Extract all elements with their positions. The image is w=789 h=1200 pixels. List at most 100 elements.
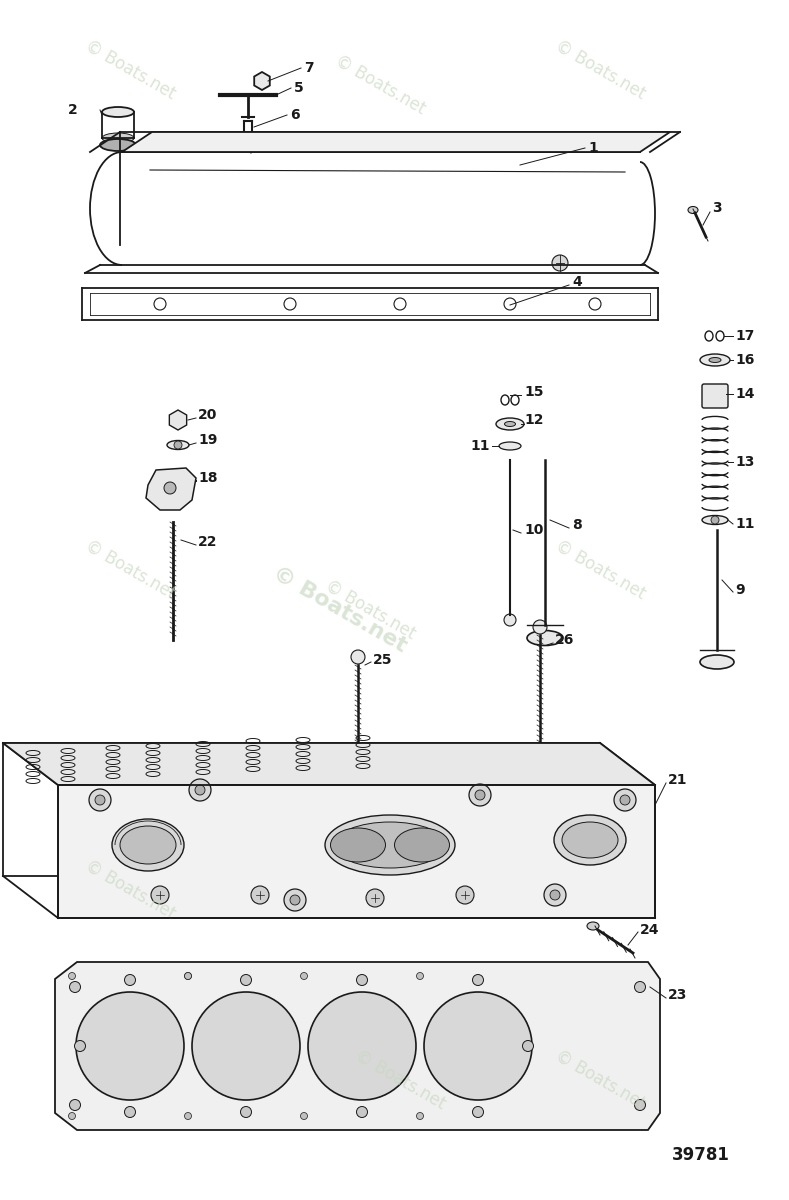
Text: 15: 15 xyxy=(524,385,544,398)
Ellipse shape xyxy=(688,206,698,214)
Text: 25: 25 xyxy=(373,653,392,667)
Text: © Boats.net: © Boats.net xyxy=(352,1046,448,1114)
Circle shape xyxy=(308,992,416,1100)
Ellipse shape xyxy=(554,815,626,865)
Text: 4: 4 xyxy=(572,275,581,289)
Text: 18: 18 xyxy=(198,470,218,485)
Circle shape xyxy=(76,992,184,1100)
Polygon shape xyxy=(58,785,655,918)
Circle shape xyxy=(284,889,306,911)
Text: 16: 16 xyxy=(735,353,754,367)
Circle shape xyxy=(69,982,80,992)
Text: 21: 21 xyxy=(668,773,687,787)
Polygon shape xyxy=(55,962,660,1130)
Circle shape xyxy=(357,974,368,985)
Text: © Boats.net: © Boats.net xyxy=(82,536,178,604)
Circle shape xyxy=(241,974,252,985)
Text: 20: 20 xyxy=(198,408,218,422)
Ellipse shape xyxy=(325,815,455,875)
Circle shape xyxy=(185,972,192,979)
Ellipse shape xyxy=(100,139,136,151)
Text: © Boats.net: © Boats.net xyxy=(552,536,649,604)
Text: 11: 11 xyxy=(470,439,490,452)
Circle shape xyxy=(69,1099,80,1110)
Text: © Boats.net: © Boats.net xyxy=(552,37,649,103)
Text: © Boats.net: © Boats.net xyxy=(82,37,178,103)
Ellipse shape xyxy=(499,442,521,450)
Text: 14: 14 xyxy=(735,386,754,401)
Circle shape xyxy=(164,482,176,494)
Circle shape xyxy=(185,972,192,979)
Circle shape xyxy=(301,1112,308,1120)
Circle shape xyxy=(69,1112,76,1120)
Ellipse shape xyxy=(496,418,524,430)
Circle shape xyxy=(69,972,76,979)
Ellipse shape xyxy=(394,828,450,862)
Text: 23: 23 xyxy=(668,988,687,1002)
Ellipse shape xyxy=(562,822,618,858)
Text: 10: 10 xyxy=(524,523,544,538)
Circle shape xyxy=(251,886,269,904)
Text: 5: 5 xyxy=(294,80,304,95)
Circle shape xyxy=(357,1106,368,1117)
Polygon shape xyxy=(122,132,670,152)
Ellipse shape xyxy=(334,822,446,868)
Text: 9: 9 xyxy=(735,583,745,596)
Circle shape xyxy=(151,886,169,904)
Text: 3: 3 xyxy=(712,200,722,215)
Circle shape xyxy=(424,992,532,1100)
Circle shape xyxy=(550,890,560,900)
Text: © Boats.net: © Boats.net xyxy=(322,577,418,643)
Text: 8: 8 xyxy=(572,518,581,532)
Circle shape xyxy=(473,1106,484,1117)
Circle shape xyxy=(456,886,474,904)
Circle shape xyxy=(74,1040,85,1051)
Text: 26: 26 xyxy=(555,634,574,647)
Ellipse shape xyxy=(120,826,176,864)
Circle shape xyxy=(469,784,491,806)
Text: 2: 2 xyxy=(68,103,78,116)
Text: 24: 24 xyxy=(640,923,660,937)
Text: 17: 17 xyxy=(735,329,754,343)
Circle shape xyxy=(351,650,365,664)
Circle shape xyxy=(634,982,645,992)
Text: 19: 19 xyxy=(198,433,218,446)
Ellipse shape xyxy=(167,440,189,450)
Circle shape xyxy=(185,1112,192,1120)
Circle shape xyxy=(475,790,485,800)
Text: 12: 12 xyxy=(524,413,544,427)
Text: 11: 11 xyxy=(735,517,754,530)
Ellipse shape xyxy=(331,828,386,862)
Ellipse shape xyxy=(709,358,721,362)
Circle shape xyxy=(544,884,566,906)
Circle shape xyxy=(620,794,630,805)
Polygon shape xyxy=(146,468,196,510)
Text: 13: 13 xyxy=(735,455,754,469)
Circle shape xyxy=(290,895,300,905)
Ellipse shape xyxy=(112,818,184,871)
Ellipse shape xyxy=(527,630,563,646)
FancyBboxPatch shape xyxy=(702,384,728,408)
Circle shape xyxy=(473,974,484,985)
Text: © Boats.net: © Boats.net xyxy=(82,857,178,923)
Ellipse shape xyxy=(587,922,599,930)
Circle shape xyxy=(125,974,136,985)
Text: 22: 22 xyxy=(198,535,218,550)
Circle shape xyxy=(192,992,300,1100)
Circle shape xyxy=(89,790,111,811)
Circle shape xyxy=(174,440,182,449)
Circle shape xyxy=(552,254,568,271)
Circle shape xyxy=(634,1099,645,1110)
Circle shape xyxy=(366,889,384,907)
Ellipse shape xyxy=(700,655,734,670)
Circle shape xyxy=(711,516,719,524)
Text: © Boats.net: © Boats.net xyxy=(331,52,428,118)
Circle shape xyxy=(95,794,105,805)
Text: 7: 7 xyxy=(304,61,313,74)
Circle shape xyxy=(522,1040,533,1051)
Circle shape xyxy=(417,972,424,979)
Text: 39781: 39781 xyxy=(672,1146,730,1164)
Circle shape xyxy=(125,1106,136,1117)
Circle shape xyxy=(417,1112,424,1120)
Circle shape xyxy=(533,620,547,634)
